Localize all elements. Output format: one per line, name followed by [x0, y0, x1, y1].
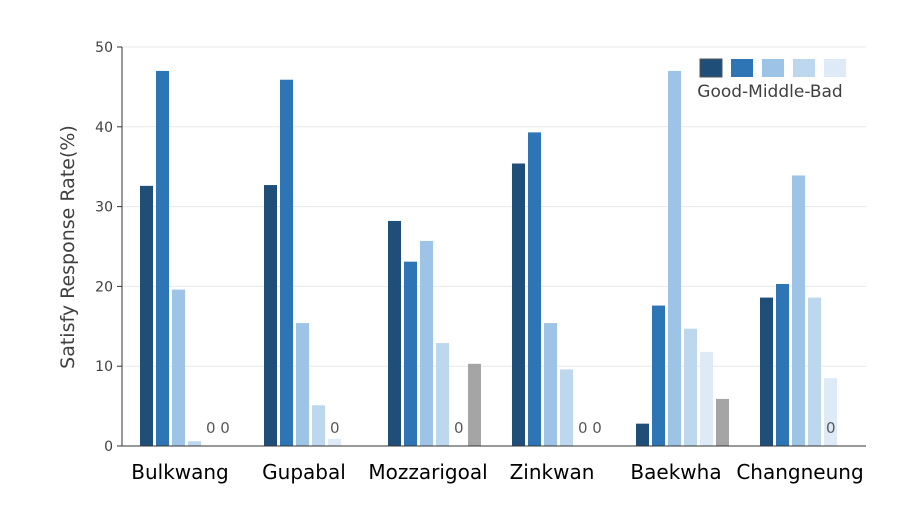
legend-swatch: [762, 59, 784, 77]
x-tick-label: Gupabal: [262, 460, 346, 484]
bar: [760, 297, 773, 446]
bar: [792, 175, 805, 446]
bar: [156, 70, 169, 446]
gridlines: [122, 46, 866, 367]
x-tick-label: Bulkwang: [131, 460, 229, 484]
bar: [684, 328, 697, 446]
bars: [140, 70, 837, 447]
legend-swatch: [824, 59, 846, 77]
bar: [636, 423, 649, 446]
bar: [172, 289, 185, 446]
zero-data-label: 0: [826, 419, 836, 437]
legend: Good-Middle-Bad: [697, 58, 846, 102]
bar: [468, 363, 481, 446]
bar: [700, 351, 713, 446]
zero-data-label: 0: [330, 419, 340, 437]
legend-swatch: [793, 59, 815, 77]
x-tick-label: Mozzarigoal: [368, 460, 487, 484]
zero-data-label: 0: [454, 419, 464, 437]
y-tick-label: 10: [95, 359, 113, 375]
bar: [420, 240, 433, 446]
y-tick-labels: 0 10 20 30 40 50: [95, 40, 122, 455]
x-tick-label: Changneung: [736, 460, 863, 484]
bar: [312, 405, 325, 446]
bar: [188, 441, 201, 446]
bar: [388, 220, 401, 446]
x-tick-label: Zinkwan: [510, 460, 595, 484]
bar: [528, 132, 541, 447]
bar: [296, 323, 309, 446]
legend-swatch: [699, 58, 723, 78]
zero-data-label: 0 0: [206, 419, 230, 437]
bar: [668, 70, 681, 446]
zero-data-label: 0 0: [578, 419, 602, 437]
x-tick-labels: Bulkwang Gupabal Mozzarigoal Zinkwan Baekwha…: [131, 460, 863, 484]
y-tick-label: 40: [95, 120, 113, 136]
zero-labels: 0 0 0 0 0 0 0: [206, 419, 836, 437]
bar: [140, 185, 153, 447]
bar: [544, 323, 557, 446]
axes: [121, 47, 866, 447]
y-tick-label: 0: [104, 439, 113, 455]
bar: [512, 163, 525, 446]
y-tick-label: 50: [95, 40, 113, 56]
bar: [328, 438, 341, 446]
x-tick-label: Baekwha: [630, 460, 721, 484]
bar: [824, 378, 837, 446]
legend-swatch: [731, 59, 753, 77]
bar: [808, 297, 821, 446]
bar: [652, 305, 665, 446]
bar: [560, 369, 573, 446]
bar: [264, 185, 277, 446]
legend-caption: Good-Middle-Bad: [697, 82, 842, 102]
bar: [404, 261, 417, 446]
bar: [280, 79, 293, 446]
bar: [716, 398, 729, 446]
bar: [436, 343, 449, 446]
y-tick-label: 20: [95, 279, 113, 295]
bar: [776, 284, 789, 446]
y-axis-label: Satisfy Response Rate(%): [57, 125, 79, 369]
y-tick-label: 30: [95, 200, 113, 216]
